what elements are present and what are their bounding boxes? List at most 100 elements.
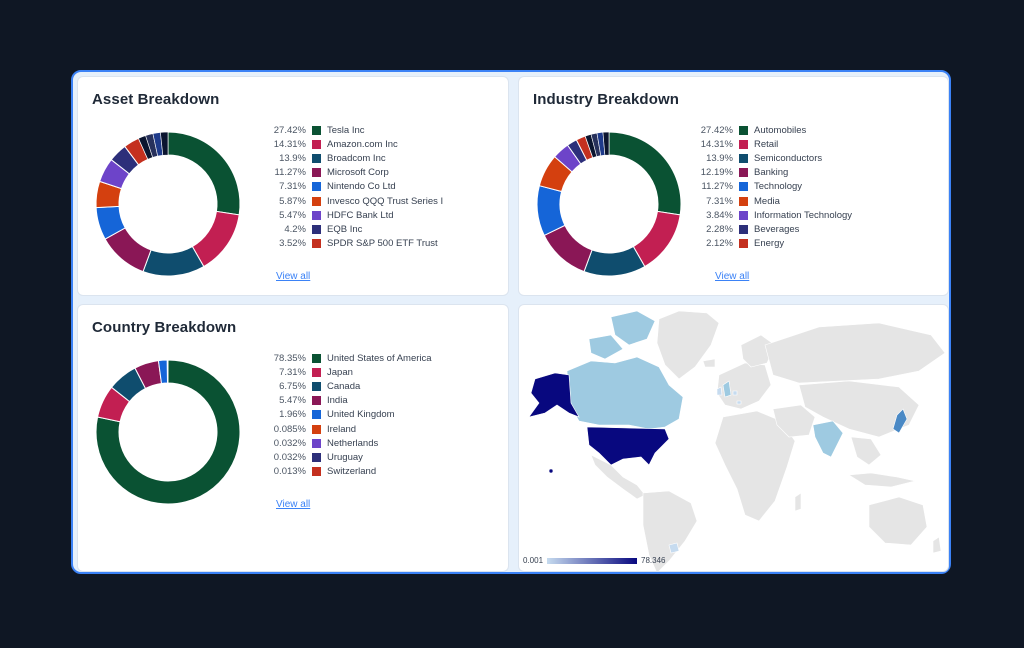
asset-legend-item[interactable]: 4.2% EQB Inc — [262, 222, 443, 236]
asset-legend-label: Tesla Inc — [327, 124, 365, 136]
country-legend-item[interactable]: 0.032% Netherlands — [262, 436, 432, 450]
country-legend-label: India — [327, 395, 348, 407]
industry-legend-item[interactable]: 27.42% Automobiles — [689, 123, 852, 137]
country-legend-item[interactable]: 1.96% United Kingdom — [262, 408, 432, 422]
asset-legend-item[interactable]: 13.9% Broadcom Inc — [262, 151, 443, 165]
industry-legend-item[interactable]: 2.28% Beverages — [689, 222, 852, 236]
asset-slice-1[interactable] — [167, 131, 241, 216]
asset-legend-swatch — [312, 224, 321, 234]
country-legend-swatch — [312, 353, 321, 363]
industry-slice-5[interactable] — [536, 185, 566, 237]
industry-legend-pct: 2.28% — [706, 223, 733, 235]
asset-slice-3[interactable] — [142, 245, 205, 277]
industry-slice-other-4[interactable] — [602, 131, 610, 156]
asset-legend-pct: 13.9% — [279, 152, 306, 164]
industry-legend-item[interactable]: 11.27% Technology — [689, 180, 852, 194]
asset-legend-item[interactable]: 3.52% SPDR S&P 500 ETF Trust — [262, 237, 443, 251]
map-mexico — [590, 454, 646, 500]
industry-legend-pct: 14.31% — [700, 138, 733, 150]
country-legend-item[interactable]: 7.31% Japan — [262, 365, 432, 379]
industry-legend-item[interactable]: 14.31% Retail — [689, 137, 852, 151]
industry-legend-swatch — [739, 125, 748, 135]
asset-legend-swatch — [312, 196, 321, 206]
country-legend-swatch — [312, 367, 321, 377]
industry-legend-item[interactable]: 2.12% Energy — [689, 237, 852, 251]
asset-legend-swatch — [312, 168, 321, 178]
industry-legend-swatch — [739, 153, 748, 163]
country-legend-pct: 0.013% — [273, 466, 306, 478]
asset-legend-item[interactable]: 27.42% Tesla Inc — [262, 123, 443, 137]
asset-legend-pct: 5.47% — [279, 209, 306, 221]
asset-legend-pct: 7.31% — [279, 181, 306, 193]
industry-view-all-link[interactable]: View all — [715, 271, 750, 282]
industry-slice-1[interactable] — [608, 131, 682, 216]
industry-legend-pct: 12.19% — [700, 167, 733, 179]
asset-legend-pct: 5.87% — [279, 195, 306, 207]
asset-legend-pct: 11.27% — [274, 167, 306, 179]
map-hawaii — [548, 468, 554, 474]
asset-legend-label: Broadcom Inc — [327, 152, 386, 164]
country-legend-item[interactable]: 78.35% United States of America — [262, 351, 432, 365]
industry-legend-item[interactable]: 7.31% Media — [689, 194, 852, 208]
industry-legend-swatch — [739, 182, 748, 192]
asset-legend-label: Microsoft Corp — [327, 167, 389, 179]
industry-legend-label: Banking — [754, 167, 789, 179]
asset-legend-pct: 3.52% — [279, 238, 306, 250]
asset-donut-chart — [95, 131, 241, 277]
country-legend-item[interactable]: 5.47% India — [262, 394, 432, 408]
map-asia — [798, 380, 920, 438]
country-legend-swatch — [312, 410, 321, 420]
asset-legend-label: HDFC Bank Ltd — [327, 209, 394, 221]
asset-legend-item[interactable]: 5.47% HDFC Bank Ltd — [262, 208, 443, 222]
asset-legend-swatch — [312, 153, 321, 163]
map-india — [812, 420, 844, 458]
country-legend-swatch — [312, 381, 321, 391]
asset-slice-other-4[interactable] — [160, 131, 169, 156]
dashboard-frame: Asset Breakdown 27.42% Tesla Inc 14.31% Ama… — [71, 70, 951, 574]
asset-legend-item[interactable]: 7.31% Nintendo Co Ltd — [262, 180, 443, 194]
map-alaska — [528, 372, 580, 418]
country-donut-chart — [95, 359, 241, 505]
industry-legend-pct: 2.12% — [706, 238, 733, 250]
industry-legend-item[interactable]: 12.19% Banking — [689, 166, 852, 180]
asset-legend-item[interactable]: 5.87% Invesco QQQ Trust Series I — [262, 194, 443, 208]
country-legend-item[interactable]: 0.085% Ireland — [262, 422, 432, 436]
industry-legend-label: Media — [754, 195, 780, 207]
asset-breakdown-title: Asset Breakdown — [92, 91, 220, 108]
industry-legend-swatch — [739, 239, 748, 249]
asset-legend-label: EQB Inc — [327, 223, 363, 235]
map-scandinavia — [740, 334, 776, 368]
country-legend-pct: 0.032% — [273, 437, 306, 449]
asset-legend-item[interactable]: 14.31% Amazon.com Inc — [262, 137, 443, 151]
asset-legend-pct: 14.31% — [273, 138, 306, 150]
asset-legend-pct: 27.42% — [273, 124, 306, 136]
industry-legend-item[interactable]: 13.9% Semiconductors — [689, 151, 852, 165]
map-se-asia — [850, 436, 882, 466]
asset-legend-item[interactable]: 11.27% Microsoft Corp — [262, 166, 443, 180]
industry-legend-pct: 27.42% — [700, 124, 733, 136]
country-view-all-link[interactable]: View all — [276, 499, 311, 510]
industry-legend-swatch — [739, 210, 748, 220]
asset-legend-swatch — [312, 182, 321, 192]
map-color-scale: 0.001 78.346 — [523, 556, 666, 565]
industry-slice-3[interactable] — [583, 245, 646, 277]
industry-breakdown-card: Industry Breakdown 27.42% Automobiles 14.3… — [518, 76, 949, 296]
asset-legend-pct: 4.2% — [284, 223, 306, 235]
country-slice-1[interactable] — [95, 359, 241, 505]
world-choropleth-map[interactable] — [519, 305, 949, 572]
country-breakdown-card: Country Breakdown 78.35% United States of… — [77, 304, 509, 572]
country-legend: 78.35% United States of America 7.31% Japan… — [262, 351, 432, 479]
country-breakdown-title: Country Breakdown — [92, 319, 237, 336]
country-legend-item[interactable]: 0.032% Uruguay — [262, 450, 432, 464]
industry-legend-label: Information Technology — [754, 209, 853, 221]
country-legend-label: Uruguay — [327, 451, 363, 463]
industry-legend-label: Automobiles — [754, 124, 807, 136]
industry-legend-swatch — [739, 224, 748, 234]
scale-gradient-bar — [547, 557, 638, 564]
country-legend-item[interactable]: 6.75% Canada — [262, 379, 432, 393]
country-legend-item[interactable]: 0.013% Switzerland — [262, 465, 432, 479]
industry-legend-item[interactable]: 3.84% Information Technology — [689, 208, 852, 222]
asset-legend-swatch — [312, 139, 321, 149]
asset-view-all-link[interactable]: View all — [276, 271, 311, 282]
country-legend-pct: 0.032% — [273, 451, 306, 463]
